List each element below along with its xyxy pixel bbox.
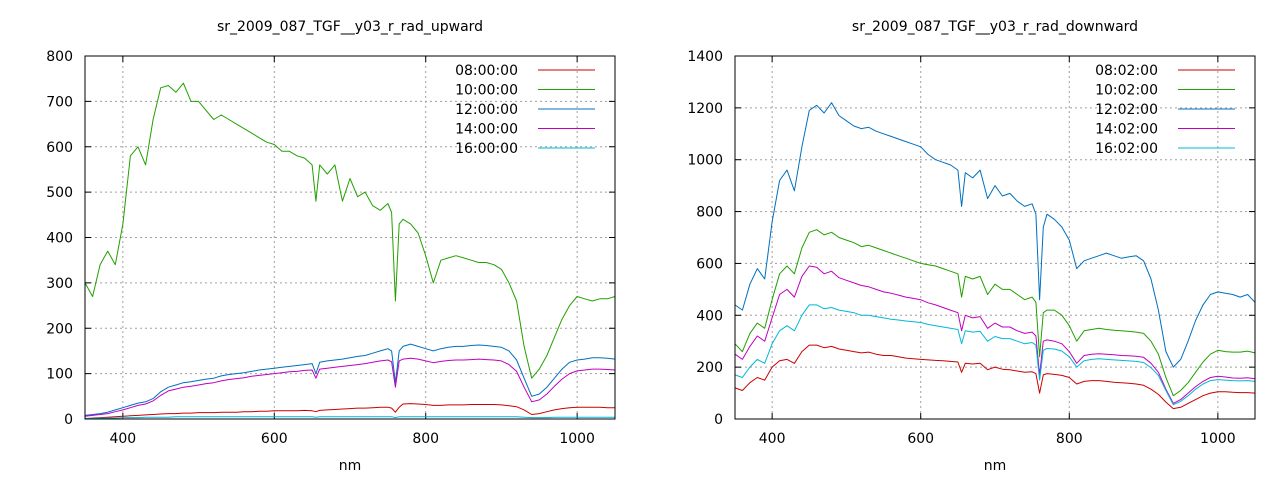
x-axis-label: nm: [339, 458, 362, 474]
series-line-12-02-00: [734, 102, 1256, 368]
y-tick-label: 400: [696, 308, 723, 324]
legend-label: 16:00:00: [455, 141, 518, 157]
y-tick-label: 1000: [687, 153, 723, 169]
y-tick-label: 800: [696, 205, 723, 221]
upward-radiance-chart: sr_2009_087_TGF__y03_r_rad_upward 0 100 200…: [46, 19, 616, 474]
series-line-10-00-00: [84, 82, 616, 379]
legend-label: 12:00:00: [455, 102, 518, 118]
series-line-16-02-00: [734, 304, 1256, 406]
y-tick-label: 800: [46, 49, 73, 65]
legend-label: 12:02:00: [1095, 102, 1158, 118]
y-tick-label: 0: [64, 412, 73, 428]
legend-label: 14:00:00: [455, 122, 518, 138]
x-tick-label: 600: [261, 431, 288, 447]
y-tick-label: 500: [46, 185, 73, 201]
downward-radiance-chart: sr_2009_087_TGF__y03_r_rad_downward 0 200 4…: [687, 19, 1256, 474]
chart-title: sr_2009_087_TGF__y03_r_rad_upward: [217, 19, 483, 35]
y-tick-label: 0: [714, 412, 723, 428]
legend-label: 16:02:00: [1095, 141, 1158, 157]
x-tick-label: 1000: [1200, 431, 1236, 447]
y-tick-label: 200: [696, 360, 723, 376]
series-line-08-00-00: [84, 403, 615, 419]
y-tick-label: 600: [696, 256, 723, 272]
y-tick-label: 700: [46, 94, 73, 110]
y-tick-label: 100: [46, 367, 73, 383]
series-line-14-00-00: [84, 357, 616, 417]
x-tick-label: 400: [109, 431, 136, 447]
y-tick-label: 300: [46, 276, 73, 292]
x-tick-label: 800: [412, 431, 439, 447]
series-line-08-02-00: [734, 344, 1256, 410]
plot-frame: [84, 55, 616, 420]
y-tick-label: 600: [46, 140, 73, 156]
legend-label: 10:00:00: [455, 83, 518, 99]
legend-label: 08:02:00: [1095, 63, 1158, 79]
legend-label: 08:00:00: [455, 63, 518, 79]
y-tick-label: 1400: [687, 49, 723, 65]
y-tick-label: 1200: [687, 101, 723, 117]
chart-title: sr_2009_087_TGF__y03_r_rad_downward: [852, 19, 1138, 35]
x-tick-label: 1000: [559, 431, 595, 447]
series-line-16-00-00: [85, 416, 615, 419]
x-tick-label: 600: [907, 431, 934, 447]
series-line-12-00-00: [84, 343, 616, 416]
y-tick-label: 200: [46, 321, 73, 337]
legend-label: 14:02:00: [1095, 122, 1158, 138]
series-line-10-02-00: [734, 229, 1256, 397]
series-line-14-02-00: [734, 265, 1256, 404]
x-tick-label: 800: [1056, 431, 1083, 447]
legend-label: 10:02:00: [1095, 83, 1158, 99]
x-axis-label: nm: [984, 458, 1007, 474]
x-tick-label: 400: [759, 431, 786, 447]
y-tick-label: 400: [46, 231, 73, 247]
plot-frame: [734, 55, 1256, 420]
